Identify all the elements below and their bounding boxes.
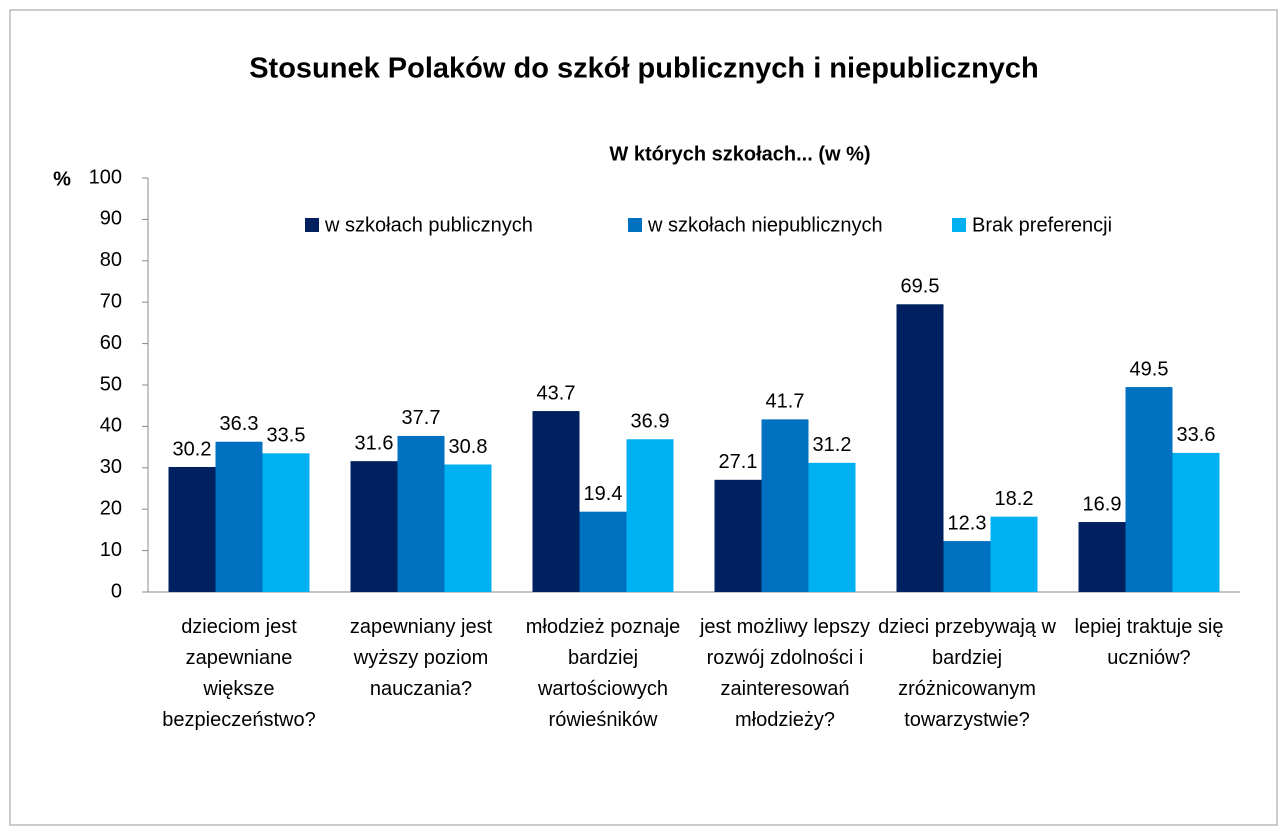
data-label: 18.2 [995,488,1034,510]
data-label: 36.3 [220,413,259,435]
x-tick-label: dzieci przebywają w bardziej zróżnicowan… [878,616,1056,731]
data-label: 30.8 [449,436,488,458]
data-label: 27.1 [719,451,758,473]
bar [350,461,398,592]
x-tick-label: młodzież poznaje bardziej wartościowych … [525,616,681,731]
chart-title: Stosunek Polaków do szkół publicznych i … [249,53,1039,85]
x-tick-label: zapewniany jest wyższy poziom nauczania? [349,616,493,700]
y-tick-label: 10 [100,539,122,561]
bar [444,464,492,592]
y-tick-label: 30 [100,456,122,478]
bar [626,439,674,592]
data-label: 37.7 [402,407,441,429]
bar [397,435,445,592]
bar [943,541,991,592]
y-tick-label: 50 [100,373,122,395]
legend-swatch [628,218,642,232]
data-label: 41.7 [766,391,805,413]
data-label: 33.6 [1177,424,1216,446]
data-label: 30.2 [173,438,212,460]
bar [990,516,1038,592]
y-tick-label: 60 [100,332,122,354]
y-tick-label: 70 [100,290,122,312]
bar [1172,452,1220,592]
bar [532,411,580,592]
x-tick-label: jest możliwy lepszy rozwój zdolności i z… [699,616,871,731]
legend-swatch [952,218,966,232]
y-tick-label: 0 [111,580,122,602]
bar [808,462,856,592]
y-axis-label: % [53,168,71,190]
data-label: 16.9 [1083,493,1122,515]
bar [262,453,310,592]
bar [761,419,809,592]
bar [714,479,762,592]
data-label: 33.5 [267,425,306,447]
bar [168,466,216,592]
frame [9,9,1278,826]
data-label: 49.5 [1130,358,1169,380]
y-tick-label: 20 [100,497,122,519]
bar [1078,522,1126,592]
chart-subtitle: W których szkołach... (w %) [609,143,870,165]
x-tick-label: lepiej traktuje się uczniów? [1074,616,1224,669]
y-tick-label: 100 [89,166,122,188]
bar [896,304,944,592]
legend-label: Brak preferencji [972,214,1112,236]
legend-swatch [305,218,319,232]
x-tick-label: dzieciom jest zapewniane większe bezpiec… [162,616,316,731]
y-tick-label: 90 [100,208,122,230]
data-label: 69.5 [901,276,940,298]
data-label: 43.7 [537,382,576,404]
data-label: 19.4 [584,483,623,505]
bar [215,441,263,592]
data-label: 12.3 [948,512,987,534]
legend-label: w szkołach publicznych [324,214,533,236]
bar [579,511,627,592]
y-tick-label: 40 [100,415,122,437]
data-label: 31.6 [355,432,394,454]
data-label: 36.9 [631,411,670,433]
bar [1125,387,1173,592]
y-tick-label: 80 [100,249,122,271]
legend-label: w szkołach niepublicznych [647,214,883,236]
data-label: 31.2 [813,434,852,456]
